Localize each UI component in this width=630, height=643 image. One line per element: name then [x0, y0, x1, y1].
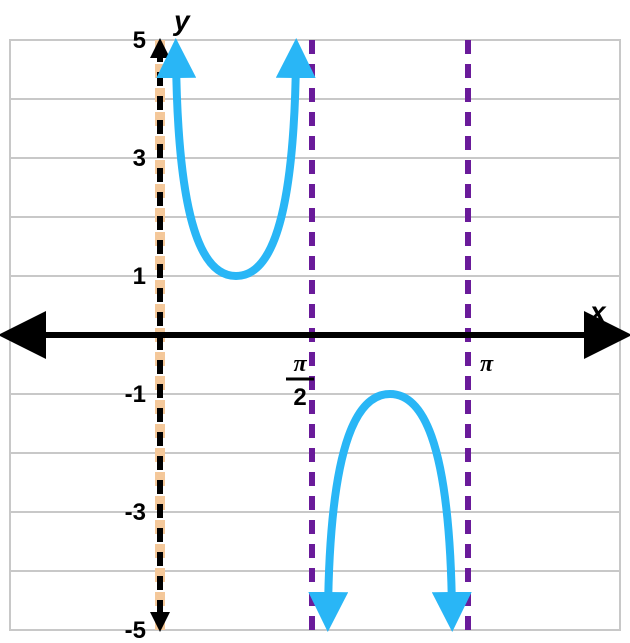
y-tick-label: -1: [125, 381, 146, 408]
chart-container: y x 5 3 1 -1 -3 -5 π 2 π: [0, 0, 630, 643]
curve-branch: [176, 58, 296, 276]
svg-text:2: 2: [293, 384, 306, 411]
function-plot: y x 5 3 1 -1 -3 -5 π 2 π: [0, 0, 630, 643]
y-axis-label: y: [172, 5, 191, 36]
y-tick-label: 5: [133, 27, 146, 54]
y-tick-label: -5: [125, 617, 146, 643]
y-tick-label: 3: [133, 145, 146, 172]
y-tick-label: 1: [133, 263, 146, 290]
x-axis-label: x: [588, 296, 607, 327]
y-tick-label: -3: [125, 499, 146, 526]
svg-text:π: π: [293, 351, 307, 377]
curve-branch: [328, 394, 452, 612]
x-tick-label: π: [480, 351, 494, 377]
